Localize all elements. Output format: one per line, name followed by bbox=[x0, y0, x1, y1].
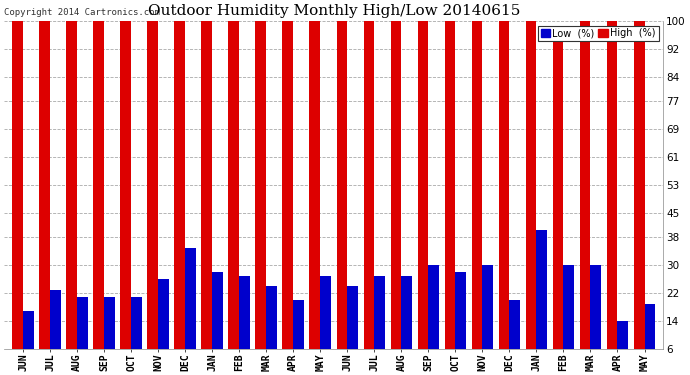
Text: Copyright 2014 Cartronics.com: Copyright 2014 Cartronics.com bbox=[4, 9, 160, 18]
Bar bbox=[158, 279, 169, 370]
Title: Outdoor Humidity Monthly High/Low 20140615: Outdoor Humidity Monthly High/Low 201406… bbox=[148, 4, 520, 18]
Bar bbox=[591, 265, 601, 370]
Bar bbox=[293, 300, 304, 370]
Bar bbox=[347, 286, 358, 370]
Bar bbox=[50, 290, 61, 370]
Bar bbox=[66, 21, 77, 370]
Bar bbox=[77, 297, 88, 370]
Bar bbox=[364, 21, 375, 370]
Bar bbox=[213, 272, 223, 370]
Bar bbox=[509, 300, 520, 370]
Bar bbox=[175, 21, 185, 370]
Bar bbox=[228, 21, 239, 370]
Bar bbox=[185, 248, 196, 370]
Bar bbox=[104, 297, 115, 370]
Bar bbox=[428, 265, 439, 370]
Bar bbox=[618, 321, 629, 370]
Bar bbox=[310, 21, 320, 370]
Bar bbox=[337, 21, 347, 370]
Bar bbox=[23, 310, 34, 370]
Bar bbox=[482, 265, 493, 370]
Bar bbox=[131, 297, 142, 370]
Bar bbox=[255, 21, 266, 370]
Bar bbox=[239, 276, 250, 370]
Bar bbox=[471, 21, 482, 370]
Bar bbox=[282, 21, 293, 370]
Bar bbox=[607, 21, 618, 370]
Bar bbox=[148, 21, 158, 370]
Bar bbox=[120, 21, 131, 370]
Bar bbox=[499, 21, 509, 370]
Bar bbox=[320, 276, 331, 370]
Bar bbox=[455, 272, 466, 370]
Bar bbox=[633, 21, 644, 370]
Bar bbox=[402, 276, 412, 370]
Bar bbox=[553, 38, 564, 370]
Bar bbox=[444, 21, 455, 370]
Bar bbox=[266, 286, 277, 370]
Bar bbox=[526, 21, 536, 370]
Bar bbox=[12, 21, 23, 370]
Bar bbox=[391, 21, 402, 370]
Bar bbox=[536, 230, 547, 370]
Bar bbox=[93, 21, 104, 370]
Bar bbox=[564, 265, 574, 370]
Bar bbox=[417, 21, 428, 370]
Bar bbox=[201, 21, 213, 370]
Legend: Low  (%), High  (%): Low (%), High (%) bbox=[538, 26, 658, 41]
Bar bbox=[580, 21, 591, 370]
Bar bbox=[39, 21, 50, 370]
Bar bbox=[375, 276, 385, 370]
Bar bbox=[644, 304, 656, 370]
